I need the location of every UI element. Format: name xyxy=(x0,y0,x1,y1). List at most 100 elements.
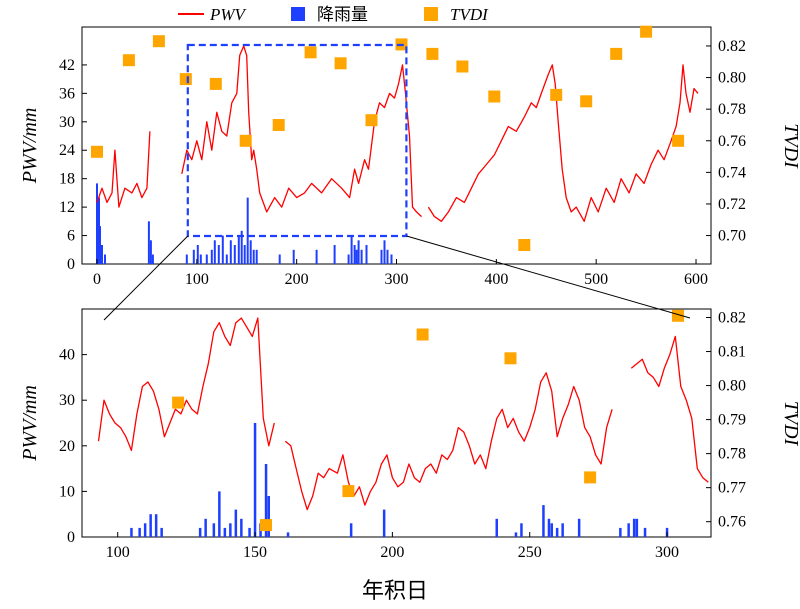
bottom-rainfall-bar xyxy=(248,527,251,537)
legend-label: 降雨量 xyxy=(317,5,368,24)
top-rainfall-bar xyxy=(217,245,220,264)
bottom-rainfall-bar xyxy=(495,518,498,537)
top-y-tick-label: 12 xyxy=(59,199,75,216)
top-tvdi-point xyxy=(179,73,192,86)
bottom-rainfall-bar xyxy=(542,505,545,537)
bottom-x-tick-label: 200 xyxy=(380,544,404,561)
legend-bar-swatch xyxy=(291,7,305,21)
bottom-rainfall-bar xyxy=(632,518,636,537)
top-rainfall-bar xyxy=(278,254,281,264)
bottom-pwv-line xyxy=(284,372,613,511)
top-tvdi-point xyxy=(518,239,531,251)
bottom-y2-tick-label: 0.76 xyxy=(718,514,746,531)
top-rainfall-bar xyxy=(96,183,98,264)
bottom-rainfall-bar xyxy=(138,527,141,537)
top-rainfall-bar xyxy=(229,240,232,264)
top-x-tick-label: 200 xyxy=(285,271,309,288)
bottom-rainfall-bar xyxy=(286,532,290,537)
bottom-rainfall-bar xyxy=(204,518,207,537)
top-rainfall-bar xyxy=(192,249,195,264)
bottom-rainfall-bar xyxy=(382,509,386,537)
top-rainfall-bar xyxy=(151,254,154,264)
top-y-axis-label: PWV/mm xyxy=(19,108,41,185)
bottom-rainfall-bar xyxy=(198,527,202,537)
top-tvdi-point xyxy=(239,134,252,147)
zoom-annotation xyxy=(103,43,691,321)
top-pwv-line xyxy=(427,64,699,222)
top-x-tick-label: 0 xyxy=(93,271,101,288)
bottom-tvdi-point xyxy=(504,352,517,365)
bottom-rainfall-bar xyxy=(212,523,216,537)
bottom-rainfall-bar xyxy=(229,523,232,537)
top-y-tick-label: 24 xyxy=(59,142,75,159)
top-rainfall-bar xyxy=(237,235,240,264)
bottom-y2-axis-label: TVDI xyxy=(780,401,800,447)
top-rainfall-bar xyxy=(353,245,356,264)
top-rainfall-bar xyxy=(213,240,216,264)
bottom-y2-tick-label: 0.78 xyxy=(718,446,746,463)
top-rainfall-bar xyxy=(252,249,255,264)
top-rainfall-bar xyxy=(233,245,236,264)
top-rainfall-bar xyxy=(185,254,188,264)
top-rainfall-bar xyxy=(147,221,150,264)
top-rainfall-bar xyxy=(243,245,246,264)
top-rainfall-bar xyxy=(210,249,213,264)
top-y-tick-label: 42 xyxy=(59,57,75,74)
top-y-tick-label: 0 xyxy=(67,256,75,273)
bottom-rainfall-bar xyxy=(223,527,227,537)
bottom-rainfall-bar xyxy=(561,523,564,537)
top-y2-tick-label: 0.72 xyxy=(718,196,746,213)
top-y2-tick-label: 0.76 xyxy=(718,133,746,150)
top-x-tick-label: 600 xyxy=(684,271,708,288)
bottom-rainfall-bar xyxy=(264,464,268,537)
top-tvdi-point xyxy=(672,134,685,147)
top-rainfall-bar xyxy=(104,254,106,264)
zoom-box xyxy=(186,43,408,238)
top-tvdi-point xyxy=(456,60,469,73)
top-rainfall-bar xyxy=(347,254,350,264)
top-x-tick-label: 400 xyxy=(484,271,508,288)
top-tvdi-point xyxy=(365,114,378,127)
top-rainfall-bar xyxy=(255,249,258,264)
top-tvdi-point xyxy=(91,145,103,158)
top-rainfall-bar xyxy=(101,245,103,264)
top-rainfall-bar xyxy=(99,226,101,264)
bottom-tvdi-point xyxy=(260,519,272,532)
bottom-rainfall-bar xyxy=(349,523,353,537)
top-rainfall-bar xyxy=(350,235,353,264)
bottom-pwv-line xyxy=(97,317,275,452)
bottom-y-tick-label: 20 xyxy=(59,438,75,455)
bottom-x-tick-label: 100 xyxy=(106,544,130,561)
top-rainfall-bar xyxy=(292,249,295,264)
top-y-tick-label: 6 xyxy=(67,228,75,245)
bottom-chart-panel: 100 150 200 250 300 0 10 20 30 40 0.76 0.77 0.78 0.79… xyxy=(19,308,800,561)
bottom-rainfall-bar xyxy=(577,518,581,537)
bottom-rainfall-bar xyxy=(547,518,551,537)
top-rainfall-bar xyxy=(365,245,368,264)
legend: PWV 降雨量 TVDI xyxy=(178,5,489,24)
top-tvdi-point xyxy=(426,47,439,60)
bottom-rainfall-bar xyxy=(240,518,243,537)
bottom-rainfall-bar xyxy=(267,496,270,537)
bottom-x-tick-label: 250 xyxy=(518,544,542,561)
top-tvdi-point xyxy=(580,95,593,108)
top-tvdi-point xyxy=(488,90,501,103)
bottom-rainfall-bar xyxy=(234,509,238,537)
bottom-rainfall-bar xyxy=(154,514,158,537)
bottom-tvdi-point xyxy=(342,485,355,498)
top-rainfall-bar xyxy=(355,249,358,264)
top-tvdi-point xyxy=(272,119,285,131)
top-rainfall-bar xyxy=(240,230,243,264)
bottom-rainfall-bar xyxy=(149,514,152,537)
top-pwv-line xyxy=(96,131,151,208)
bottom-tvdi-point xyxy=(672,309,684,322)
top-rainfall-bar xyxy=(249,240,252,264)
top-y-tick-label: 36 xyxy=(59,85,75,102)
top-tvdi-point xyxy=(640,25,653,38)
legend-label: PWV xyxy=(209,5,248,24)
top-rainfall-bar xyxy=(360,249,363,264)
legend-square-swatch xyxy=(424,7,438,21)
bottom-rainfall-bar xyxy=(643,527,647,537)
bottom-rainfall-bar xyxy=(143,523,147,537)
